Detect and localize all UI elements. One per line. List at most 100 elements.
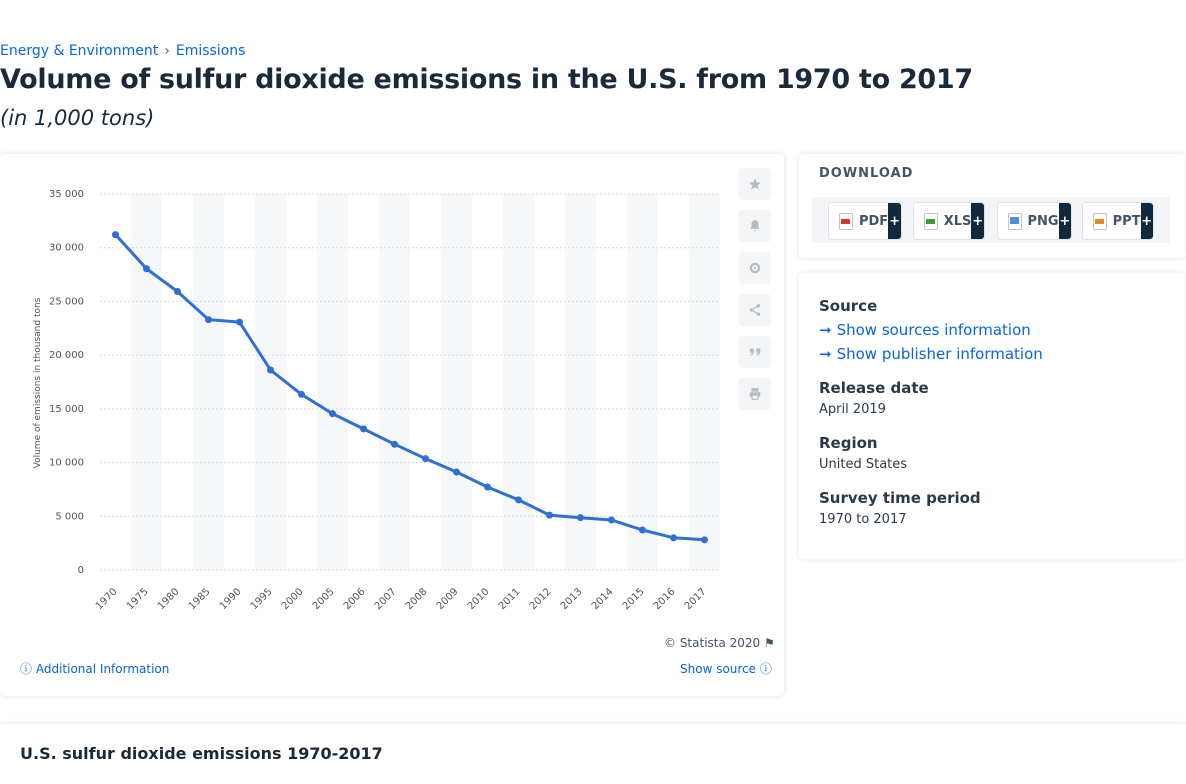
xls-file-icon: [924, 212, 938, 230]
data-point[interactable]: [236, 318, 243, 326]
arrow-right-icon: ➞: [819, 321, 832, 339]
flag-icon[interactable]: ⚑: [764, 636, 775, 650]
x-tick-label: 2017: [683, 586, 709, 612]
data-point[interactable]: [484, 483, 491, 491]
x-tick-label: 1975: [125, 586, 151, 612]
data-point[interactable]: [143, 265, 150, 273]
show-source-link[interactable]: Show source ⓘ: [680, 662, 772, 676]
additional-information-link[interactable]: ⓘ Additional Information: [20, 662, 170, 676]
y-tick-label: 15 000: [49, 404, 84, 415]
download-card: DOWNLOAD PDF + XLS + PNG + PPT +: [799, 154, 1185, 258]
statistic-title: U.S. sulfur dioxide emissions 1970-2017: [20, 744, 383, 763]
share-icon[interactable]: [739, 294, 771, 326]
release-date-label: Release date: [819, 379, 929, 397]
y-tick-label: 35 000: [49, 189, 84, 200]
data-point[interactable]: [422, 455, 429, 463]
data-point[interactable]: [298, 390, 305, 398]
y-tick-label: 10 000: [49, 458, 84, 469]
bell-icon[interactable]: [739, 210, 771, 242]
y-tick-label: 20 000: [49, 350, 84, 361]
release-date-value: April 2019: [819, 402, 886, 417]
x-tick-label: 2000: [280, 586, 306, 612]
region-value: United States: [819, 457, 908, 472]
png-plus-icon: +: [1058, 203, 1071, 239]
x-tick-label: 2010: [466, 586, 492, 612]
data-point[interactable]: [174, 287, 181, 295]
x-tick-label: 2013: [559, 586, 585, 612]
column-band: [193, 194, 224, 570]
column-band: [379, 194, 410, 570]
y-axis-label: Volume of emissions in thousand tons: [33, 297, 43, 468]
survey-period-label: Survey time period: [819, 489, 981, 507]
data-point[interactable]: [639, 526, 646, 534]
y-tick-label: 25 000: [49, 296, 84, 307]
copyright: © Statista 2020 ⚑: [664, 636, 775, 650]
series-line: [114, 233, 705, 542]
data-point[interactable]: [391, 440, 398, 448]
x-tick-label: 2014: [590, 586, 616, 612]
source-label: Source: [819, 297, 878, 315]
x-tick-label: 2015: [621, 586, 647, 612]
x-tick-label: 2007: [373, 586, 399, 612]
column-band: [627, 194, 658, 570]
pdf-file-icon: [839, 212, 853, 230]
ppt-plus-icon: +: [1140, 203, 1153, 239]
survey-period-value: 1970 to 2017: [819, 512, 907, 527]
data-point[interactable]: [360, 425, 367, 433]
data-point[interactable]: [329, 410, 336, 418]
x-tick-label: 2009: [435, 586, 461, 612]
show-publisher-link[interactable]: ➞ Show publisher information: [819, 345, 1043, 363]
breadcrumb-emissions[interactable]: Emissions: [175, 43, 246, 59]
download-title: DOWNLOAD: [819, 166, 914, 181]
star-icon[interactable]: [739, 168, 771, 200]
column-band: [689, 194, 720, 570]
quote-icon[interactable]: [739, 336, 771, 368]
data-point[interactable]: [701, 536, 708, 544]
download-ppt-button[interactable]: PPT +: [1082, 202, 1154, 240]
chart-bands: [131, 194, 720, 570]
ppt-file-icon: [1093, 212, 1107, 230]
data-point[interactable]: [608, 516, 615, 524]
chart-tools: [739, 168, 771, 420]
info-card: Source ➞ Show sources information ➞ Show p…: [799, 273, 1185, 559]
data-point[interactable]: [267, 366, 274, 374]
show-sources-link[interactable]: ➞ Show sources information: [819, 321, 1031, 339]
data-point[interactable]: [205, 316, 212, 324]
data-point[interactable]: [453, 468, 460, 476]
page-title: Volume of sulfur dioxide emissions in th…: [0, 64, 973, 95]
x-tick-label: 1990: [218, 586, 244, 612]
data-point[interactable]: [577, 514, 584, 522]
x-tick-label: 2011: [497, 586, 523, 612]
download-png-button[interactable]: PNG +: [997, 202, 1072, 240]
y-tick-label: 5 000: [55, 511, 84, 522]
breadcrumb-energy[interactable]: Energy & Environment: [0, 43, 159, 59]
x-tick-label: 1985: [187, 586, 213, 612]
data-point[interactable]: [546, 511, 553, 519]
column-band: [441, 194, 472, 570]
x-tick-label: 2006: [342, 586, 368, 612]
print-icon[interactable]: [739, 378, 771, 410]
arrow-right-icon: ➞: [819, 345, 832, 363]
x-tick-label: 2012: [528, 586, 554, 612]
breadcrumb-separator: ›: [164, 43, 170, 59]
x-axis-ticks: 1970 1975 1980 1985 1990 1995 2000 2005 2006 2007…: [94, 586, 709, 612]
x-tick-label: 1970: [94, 586, 120, 612]
data-point[interactable]: [515, 496, 522, 504]
column-band: [131, 194, 162, 570]
data-point[interactable]: [670, 534, 677, 542]
breadcrumb: Energy & Environment › Emissions: [0, 43, 245, 59]
column-band: [565, 194, 596, 570]
data-point[interactable]: [112, 231, 119, 239]
x-tick-label: 2016: [652, 586, 678, 612]
chart-grid: [100, 193, 720, 571]
y-tick-label: 0: [78, 565, 84, 576]
download-xls-button[interactable]: XLS +: [913, 202, 985, 240]
pdf-plus-icon: +: [888, 203, 901, 239]
download-pdf-button[interactable]: PDF +: [828, 202, 902, 240]
page-subtitle: (in 1,000 tons): [0, 106, 155, 130]
x-tick-label: 1980: [156, 586, 182, 612]
y-tick-label: 30 000: [49, 243, 84, 254]
gear-icon[interactable]: [739, 252, 771, 284]
y-axis-ticks: 0 5 000 10 000 15 000 20 000 25 000 30 000 35 0…: [49, 189, 84, 576]
statistic-card: U.S. sulfur dioxide emissions 1970-2017: [0, 724, 1186, 784]
